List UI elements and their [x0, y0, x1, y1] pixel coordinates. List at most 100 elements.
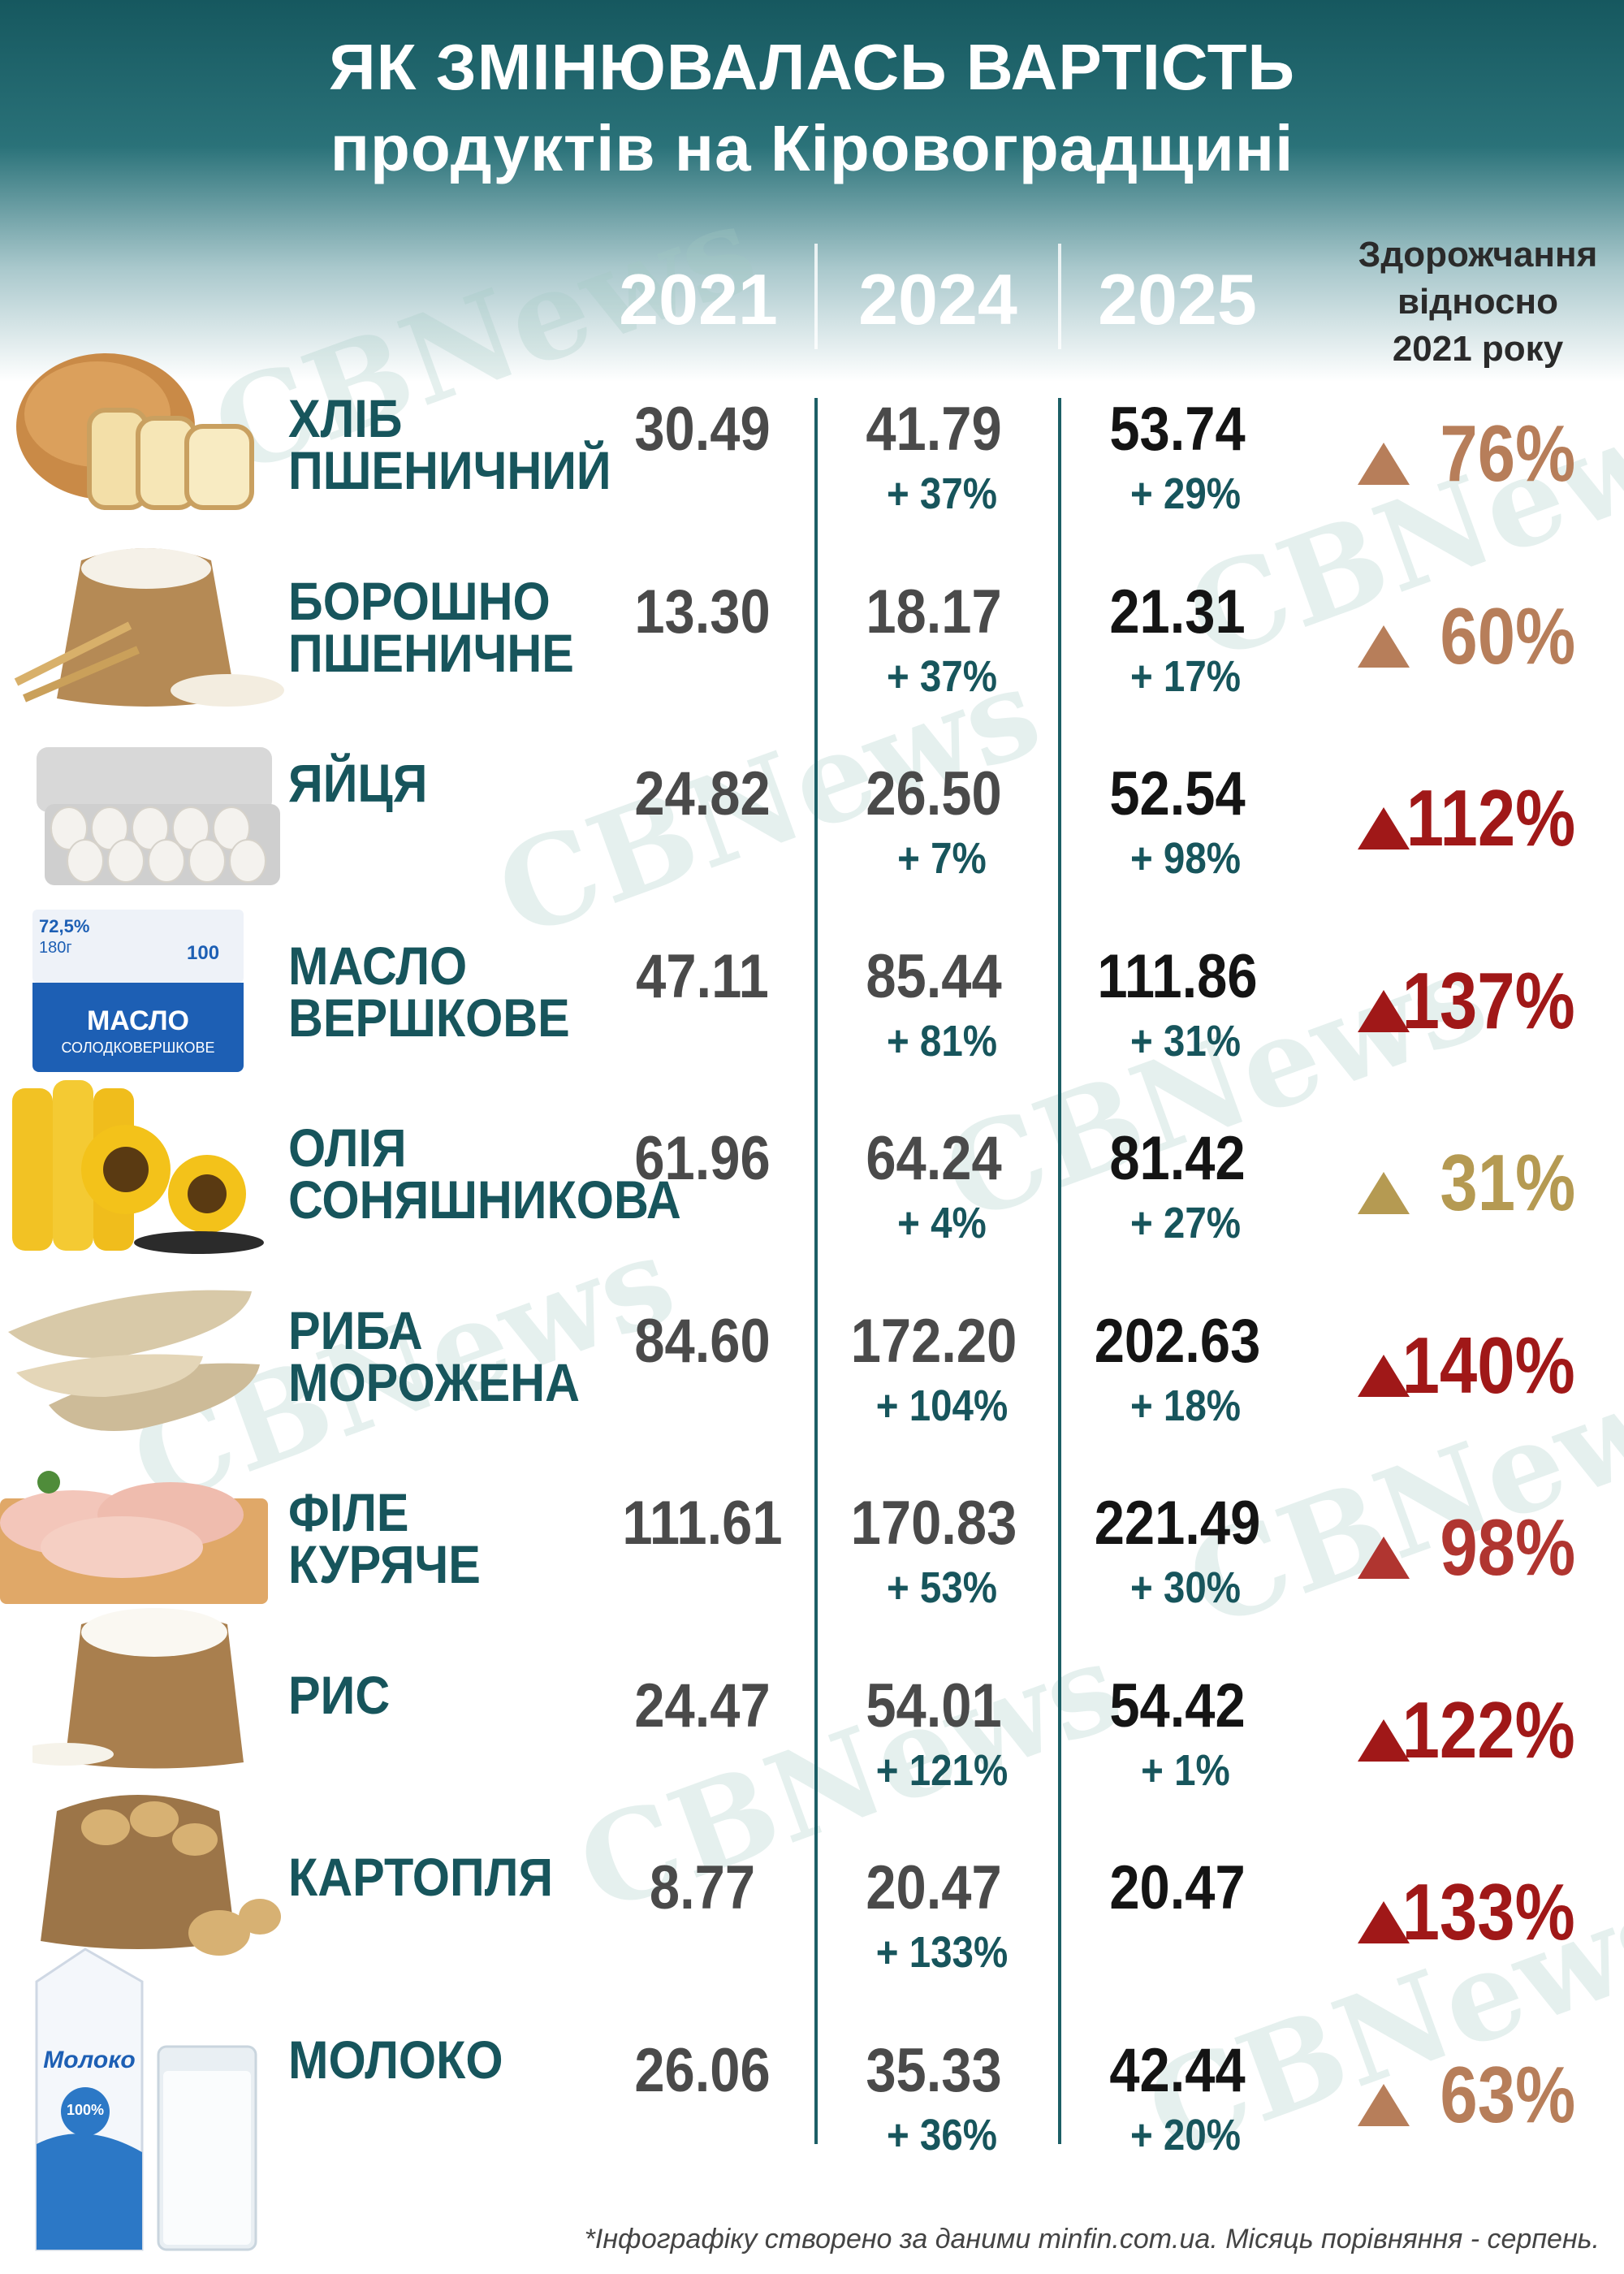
price-2025: 111.86: [1097, 941, 1258, 1011]
price-2024: 170.83: [850, 1489, 1017, 1558]
product-name: РИБА МОРОЖЕНА: [288, 1299, 581, 1412]
table-row: ЯЙЦЯ 24.82 26.50 + 7% 52.54 + 98% 112%: [0, 742, 1624, 924]
milk-image: Молоко 100%: [20, 1933, 264, 2258]
increase-triangle-icon: [1358, 1354, 1410, 1397]
change-2025: + 20%: [1129, 2110, 1242, 2159]
change-2025: + 29%: [1129, 469, 1242, 518]
price-2025: 202.63: [1094, 1306, 1261, 1376]
bread-image: [16, 353, 254, 510]
price-2021: 13.30: [634, 577, 771, 646]
price-2025: 81.42: [1109, 1124, 1246, 1193]
table-row: РИС 24.47 54.01 + 121% 54.42 + 1% 122%: [0, 1654, 1624, 1836]
increase-triangle-icon: [1358, 1172, 1410, 1214]
change-2025: + 30%: [1129, 1563, 1242, 1612]
price-2025: 54.42: [1109, 1671, 1246, 1740]
flour-image: [14, 548, 284, 707]
product-name: МОЛОКО: [288, 2029, 503, 2090]
price-2024: 41.79: [866, 395, 1002, 464]
butter-brand-text: 100: [187, 942, 220, 964]
price-2021: 26.06: [634, 2035, 771, 2105]
increase-percent: 112%: [1406, 773, 1575, 862]
product-name: ЯЙЦЯ: [288, 753, 428, 813]
milk-carton-badge: 100%: [66, 2102, 105, 2118]
price-2025: 42.44: [1109, 2035, 1246, 2105]
price-2024: 35.33: [866, 2035, 1002, 2105]
price-2021: 61.96: [634, 1124, 771, 1193]
price-2021: 24.82: [634, 759, 771, 828]
change-2024: + 81%: [886, 1016, 998, 1066]
rice-image: [32, 1608, 244, 1769]
header-separator: [1058, 244, 1061, 349]
butter-pack-image: 72,5% 180г 100 МАСЛО СОЛОДКОВЕРШКОВЕ: [32, 910, 244, 1072]
butter-label-text: МАСЛО: [86, 1005, 190, 1036]
increase-triangle-icon: [1358, 989, 1410, 1032]
table-row: ФІЛЕ КУРЯЧЕ 111.61 170.83 + 53% 221.49 + 30% 98…: [0, 1472, 1624, 1654]
change-2024: + 37%: [886, 651, 998, 701]
change-2024: + 36%: [886, 2110, 998, 2159]
change-2025: + 31%: [1129, 1016, 1242, 1066]
increase-percent: 122%: [1402, 1684, 1575, 1775]
butter-fat-text: 72,5%: [39, 916, 90, 936]
eggs-image: [37, 747, 280, 885]
increase-triangle-icon: [1358, 1718, 1410, 1762]
price-2021: 47.11: [636, 941, 769, 1011]
column-separator: [814, 398, 818, 2144]
increase-percent: 133%: [1402, 1867, 1575, 1956]
frozen-fish-image: [8, 1290, 260, 1431]
product-name: РИС: [288, 1664, 391, 1725]
year-2021-header: 2021: [619, 259, 778, 339]
price-2021: 84.60: [634, 1306, 771, 1376]
price-2021: 111.61: [622, 1489, 783, 1558]
table-row: ОЛІЯ СОНЯШНИКОВА 61.96 64.24 + 4% 81.42 + 27% 3…: [0, 1107, 1624, 1289]
price-2024: 26.50: [866, 759, 1002, 828]
increase-percent: 137%: [1402, 955, 1575, 1045]
price-2021: 24.47: [634, 1671, 771, 1740]
price-2025: 53.74: [1109, 395, 1246, 464]
year-2025-header: 2025: [1098, 259, 1257, 339]
increase-percent: 63%: [1440, 2049, 1575, 2139]
footnote: *Інфографіку створено за даними minfin.c…: [584, 2224, 1600, 2255]
price-2024: 64.24: [866, 1124, 1002, 1193]
increase-triangle-icon: [1358, 1537, 1410, 1579]
increase-triangle-icon: [1358, 807, 1410, 850]
chicken-fillet-image: [0, 1471, 268, 1604]
product-name: ОЛІЯ СОНЯШНИКОВА: [288, 1118, 681, 1230]
increase-percent: 98%: [1440, 1502, 1575, 1592]
price-2021: 8.77: [649, 1853, 756, 1922]
column-separator: [1058, 398, 1061, 2144]
title-line-2: продуктів на Кіровоградщині: [330, 112, 1294, 184]
sunflower-oil-image: [12, 1080, 264, 1254]
table-row: МАСЛО ВЕРШКОВЕ 47.11 85.44 + 81% 111.86 + 31% 1…: [0, 925, 1624, 1107]
product-name: ФІЛЕ КУРЯЧЕ: [288, 1482, 481, 1594]
increase-header: Здорожчання відносно 2021 року: [1358, 235, 1598, 369]
change-2025: + 1%: [1141, 1745, 1230, 1795]
change-2024: + 4%: [897, 1199, 987, 1247]
change-2025: + 17%: [1129, 651, 1242, 701]
table-row: МОЛОКО 26.06 35.33 + 36% 42.44 + 20% 63%: [0, 2019, 1624, 2201]
milk-carton-label: Молоко: [43, 2047, 136, 2073]
change-2025: + 18%: [1129, 1381, 1242, 1430]
change-2024: + 133%: [875, 1928, 1009, 1977]
table-row: ХЛІБ ПШЕНИЧНИЙ 30.49 41.79 + 37% 53.74 + 29% 76…: [0, 378, 1624, 560]
table-row: КАРТОПЛЯ 8.77 20.47 + 133% 20.47 133%: [0, 1836, 1624, 2018]
change-2024: + 53%: [886, 1563, 998, 1612]
product-name: ХЛІБ ПШЕНИЧНИЙ: [288, 388, 611, 500]
price-2021: 30.49: [634, 395, 771, 464]
increase-percent: 31%: [1440, 1138, 1575, 1227]
product-name: КАРТОПЛЯ: [288, 1847, 554, 1907]
title-line-1: ЯК ЗМІНЮВАЛАСЬ ВАРТІСТЬ: [329, 31, 1295, 103]
table-row: РИБА МОРОЖЕНА 84.60 172.20 + 104% 202.63 + 18%…: [0, 1290, 1624, 1472]
butter-weight-text: 180г: [39, 939, 72, 957]
table-row: БОРОШНО ПШЕНИЧНЕ 13.30 18.17 + 37% 21.31 + 17%…: [0, 560, 1624, 742]
year-2024-header: 2024: [858, 259, 1017, 339]
price-2024: 172.20: [850, 1306, 1017, 1376]
change-2024: + 121%: [875, 1745, 1009, 1795]
increase-percent: 60%: [1440, 590, 1575, 681]
header-separator: [814, 244, 818, 349]
increase-triangle-icon: [1358, 1901, 1410, 1943]
price-2024: 18.17: [866, 577, 1002, 646]
price-2025: 221.49: [1094, 1489, 1261, 1558]
price-2025: 21.31: [1109, 577, 1246, 646]
change-2025: + 98%: [1129, 834, 1242, 883]
